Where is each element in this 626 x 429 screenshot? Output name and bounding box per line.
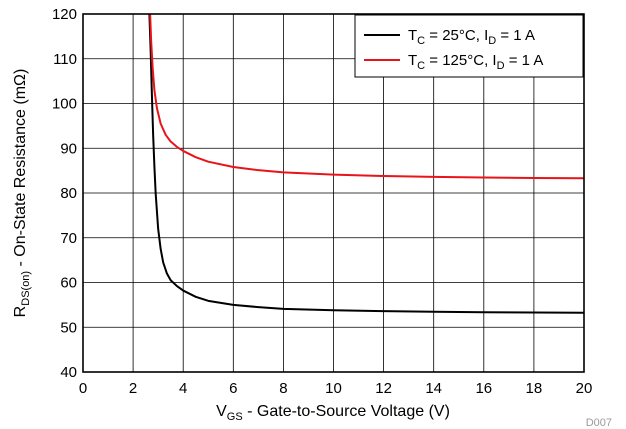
y-tick-labels: 40 50 60 70 80 90 100 110 120 bbox=[52, 6, 77, 381]
x-tick-label: 20 bbox=[576, 380, 593, 397]
x-tick-label: 6 bbox=[229, 380, 237, 397]
x-tick-label: 8 bbox=[279, 380, 287, 397]
x-axis-title: VGS - Gate-to-Source Voltage (V) bbox=[216, 403, 450, 423]
y-tick-label: 120 bbox=[52, 6, 77, 23]
series-line-25c bbox=[148, 14, 584, 314]
x-tick-label: 0 bbox=[79, 380, 87, 397]
y-tick-label: 100 bbox=[52, 96, 77, 113]
x-tick-labels: 0 2 4 6 8 10 12 14 16 18 20 bbox=[79, 380, 593, 397]
y-tick-label: 60 bbox=[60, 275, 77, 292]
legend-label-25c: TC = 25°C, ID = 1 A bbox=[408, 27, 535, 47]
legend-label-125c: TC = 125°C, ID = 1 A bbox=[408, 52, 543, 72]
x-tick-label: 18 bbox=[526, 380, 543, 397]
plot-frame bbox=[82, 13, 585, 373]
y-tick-label: 80 bbox=[60, 185, 77, 202]
y-tick-label: 90 bbox=[60, 140, 77, 157]
x-tick-label: 14 bbox=[425, 380, 442, 397]
x-tick-label: 10 bbox=[325, 380, 342, 397]
x-tick-label: 2 bbox=[129, 380, 137, 397]
y-tick-label: 110 bbox=[53, 51, 77, 68]
series-line-125c bbox=[149, 14, 584, 180]
series-layer bbox=[148, 14, 584, 314]
legend: TC = 25°C, ID = 1 A TC = 125°C, ID = 1 A bbox=[354, 14, 584, 78]
figure-code: D007 bbox=[586, 417, 612, 429]
y-tick-label: 40 bbox=[60, 364, 77, 381]
x-tick-label: 4 bbox=[179, 380, 187, 397]
legend-box bbox=[354, 14, 584, 78]
x-tick-label: 12 bbox=[375, 380, 392, 397]
x-tick-label: 16 bbox=[475, 380, 492, 397]
y-tick-label: 70 bbox=[60, 230, 77, 247]
y-axis-title: RDS(on) - On-State Resistance (mΩ) bbox=[12, 69, 32, 318]
y-tick-label: 50 bbox=[60, 319, 77, 336]
